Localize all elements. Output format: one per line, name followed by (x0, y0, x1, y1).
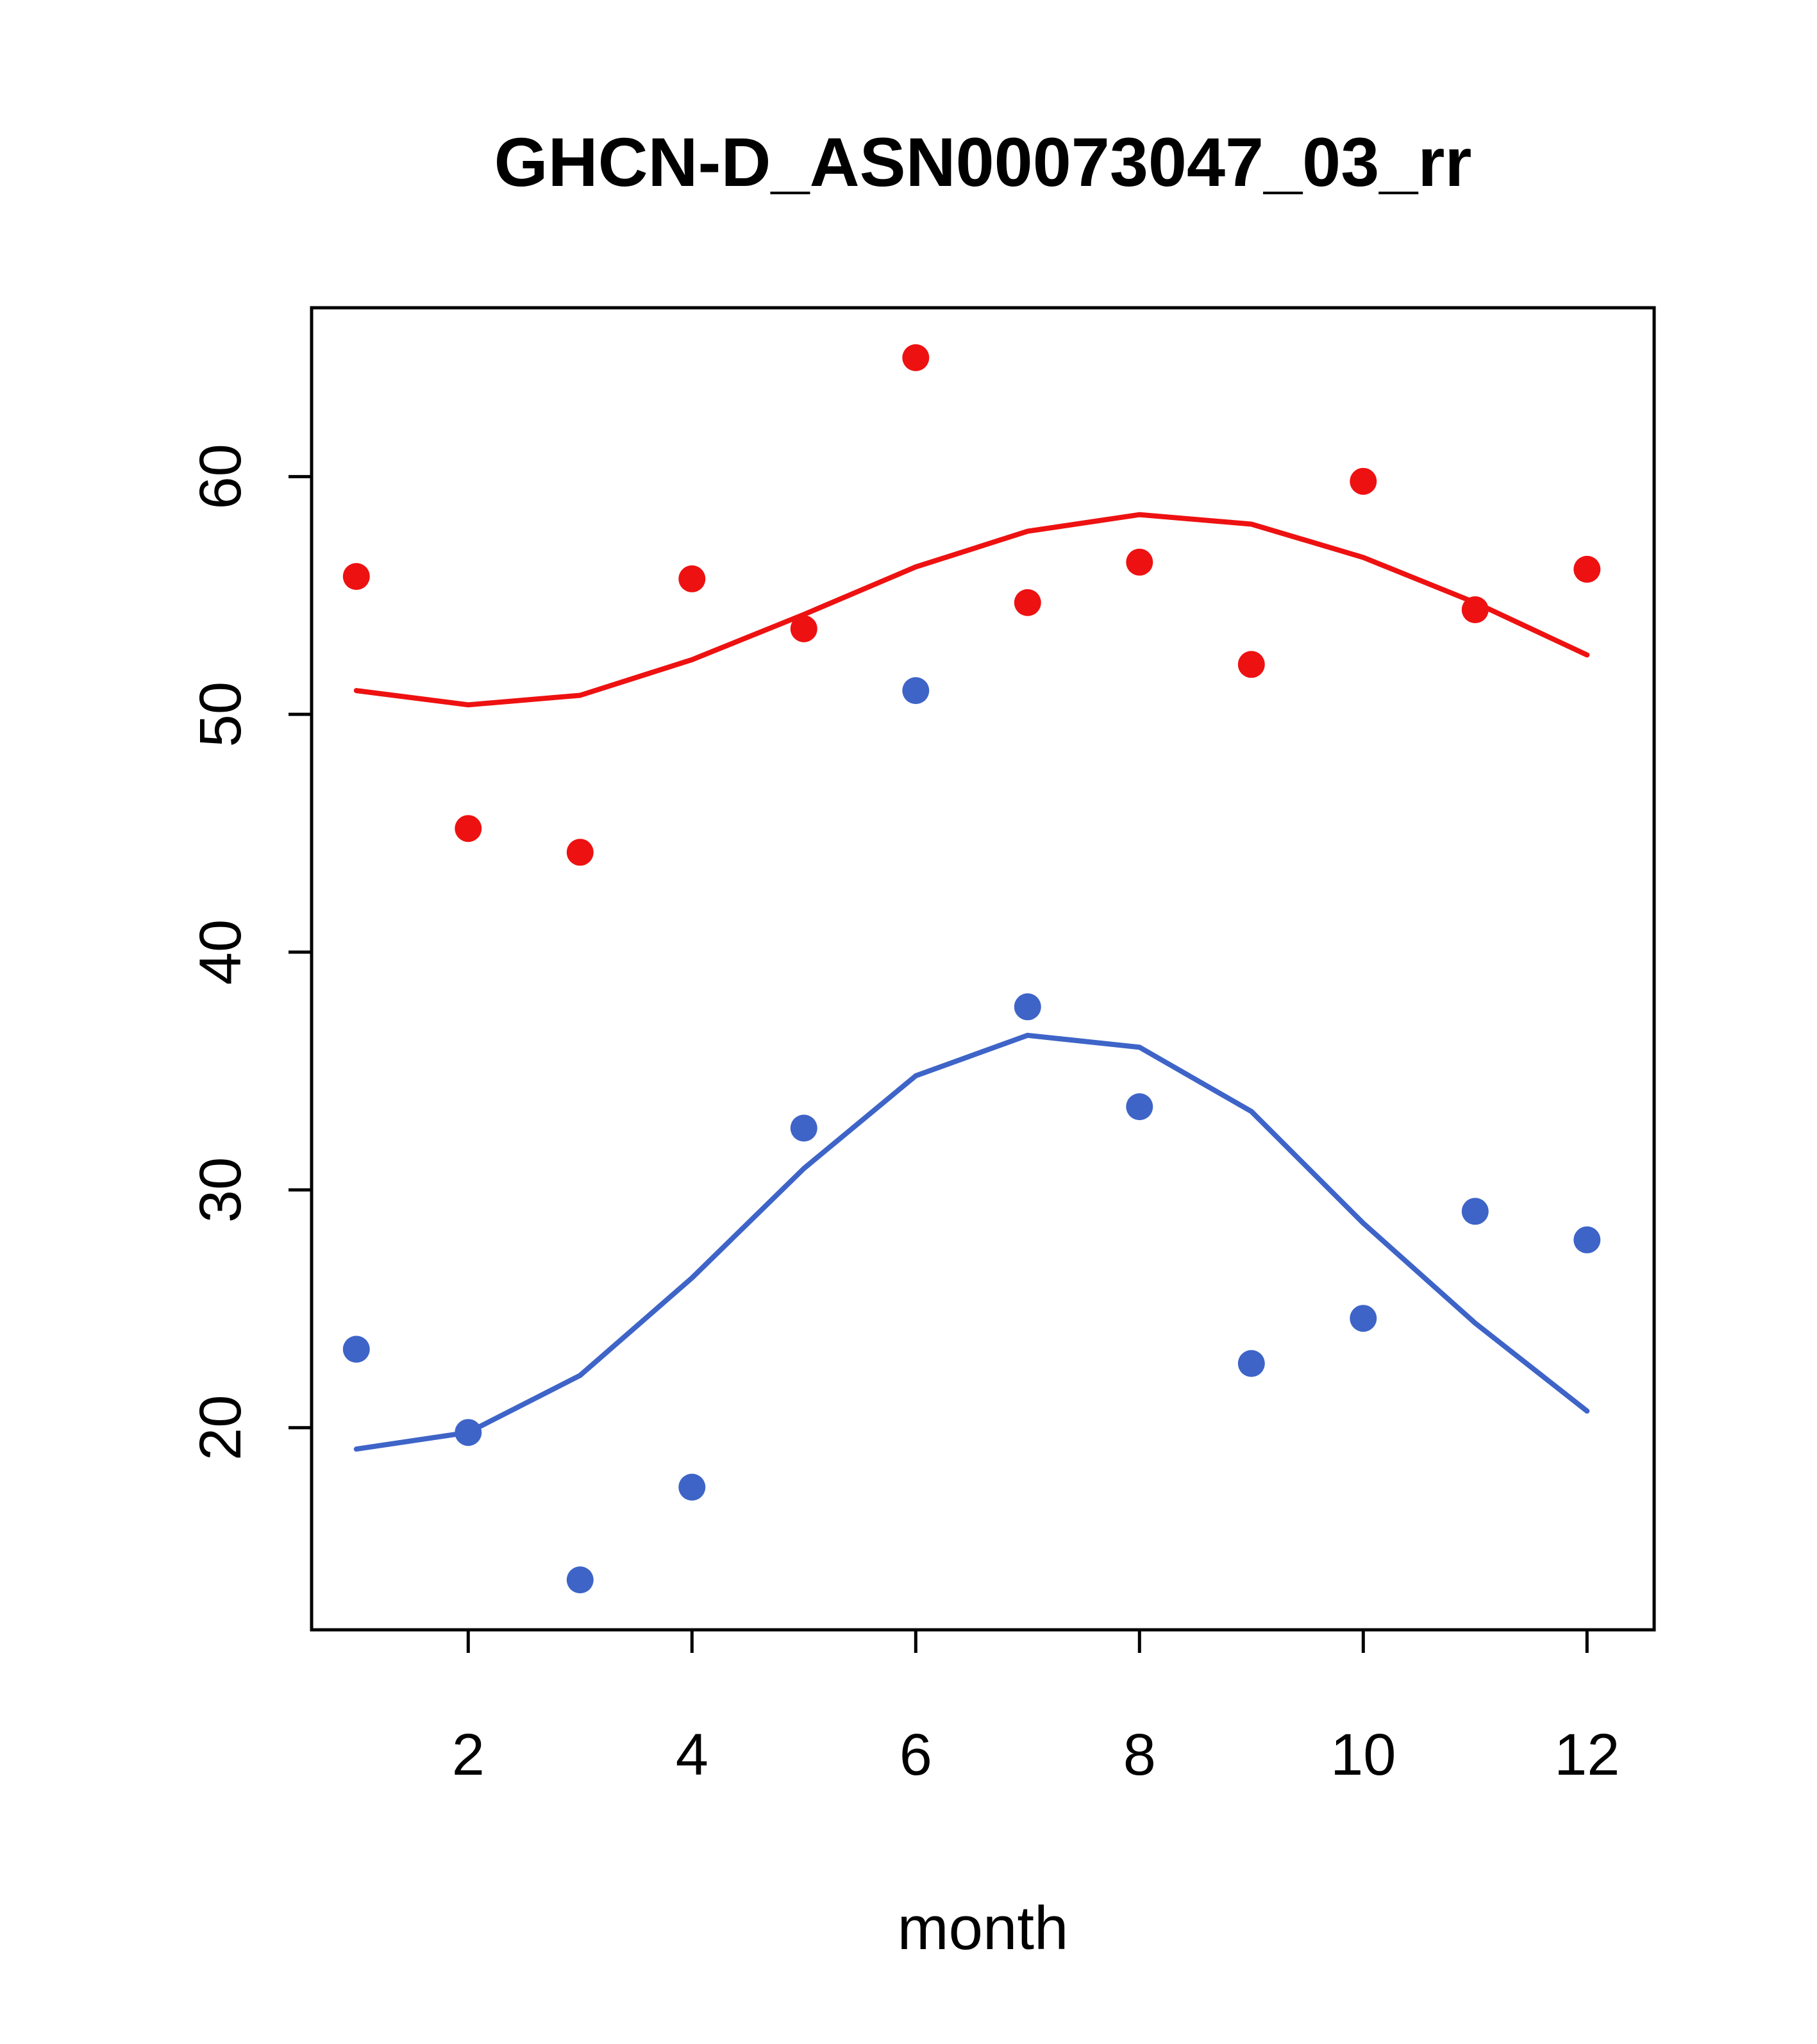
y-tick-label: 60 (188, 444, 253, 509)
blue-point (902, 677, 930, 705)
x-axis-label: month (898, 1894, 1069, 1963)
red-point (1461, 596, 1489, 623)
blue-point (1126, 1093, 1153, 1121)
blue-point (790, 1114, 817, 1142)
red-smooth-line (353, 512, 1590, 708)
chart-title: GHCN-D_ASN00073047_03_rr (494, 123, 1472, 201)
y-tick-label: 30 (188, 1157, 253, 1223)
red-point (790, 615, 817, 642)
blue-point (1573, 1226, 1601, 1253)
y-tick-label: 50 (188, 682, 253, 747)
x-tick-label: 2 (452, 1722, 485, 1788)
red-point (902, 344, 930, 371)
y-tick-label: 20 (188, 1395, 253, 1461)
blue-smooth-line (353, 1032, 1590, 1452)
blue-point (1461, 1198, 1489, 1225)
red-point (566, 839, 594, 866)
blue-point (1237, 1350, 1265, 1377)
red-point (455, 815, 482, 842)
red-point (342, 563, 370, 591)
x-tick-label: 6 (900, 1722, 932, 1788)
x-tick-label: 12 (1554, 1722, 1620, 1788)
blue-point (455, 1419, 482, 1446)
blue-point (1014, 993, 1041, 1021)
red-point (1573, 555, 1601, 583)
y-tick-label: 40 (188, 919, 253, 985)
x-tick-label: 4 (676, 1722, 708, 1788)
plot-box (310, 306, 1656, 1632)
red-point (678, 565, 706, 592)
red-point (1014, 589, 1041, 616)
red-point (1237, 651, 1265, 678)
blue-point (566, 1566, 594, 1594)
blue-point (342, 1336, 370, 1363)
red-point (1350, 467, 1377, 495)
x-tick-label: 8 (1123, 1722, 1156, 1788)
blue-point (678, 1473, 706, 1501)
blue-point (1350, 1305, 1377, 1332)
x-tick-label: 10 (1330, 1722, 1396, 1788)
red-point (1126, 548, 1153, 576)
